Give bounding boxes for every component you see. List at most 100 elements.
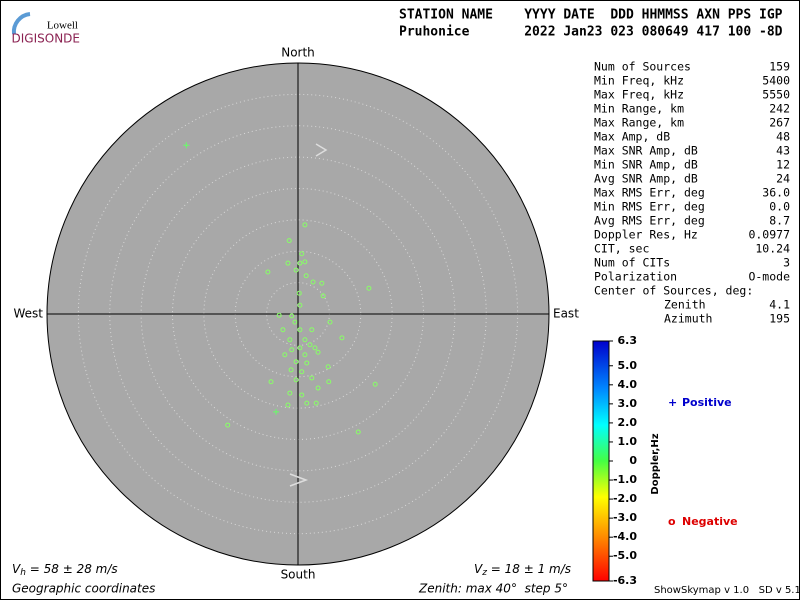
stat-label: Zenith [664,298,706,312]
stat-label: Num of CITs [594,256,670,270]
stat-label: Max SNR Amp, dB [594,144,698,158]
source-point [296,290,302,296]
legend-marker: + [668,396,677,409]
source-point [297,260,303,266]
source-point [285,260,291,266]
source-point [372,381,378,387]
stat-label: Min RMS Err, deg [594,200,705,214]
source-point [297,345,303,351]
stat-value: 0.0 [769,200,790,214]
stat-label: Avg RMS Err, deg [594,214,705,228]
logo-bottom: DIGISONDE [12,32,80,46]
colorbar-tick-label: 2.0 [618,416,638,429]
legend-entry: Positive [682,396,732,409]
source-point [287,390,293,396]
colorbar-tick-label: 3.0 [618,397,638,410]
stat-value: 36.0 [762,186,790,200]
stat-value: 5400 [762,74,790,88]
header-line: Pruhonice 2022 Jan23 023 080649 417 100 … [399,25,783,40]
stat-value: 4.1 [769,298,790,312]
stat-label: Max Freq, kHz [594,88,684,102]
source-point [280,327,286,333]
direction-label: East [553,307,579,321]
source-point [297,302,303,308]
source-point [312,345,318,351]
colorbar-title: Doppler,Hz [650,433,661,494]
stat-label: Azimuth [664,312,712,326]
stat-label: Center of Sources, deg: [594,284,753,298]
stat-value: 5550 [762,88,790,102]
source-point [304,360,310,366]
stat-value: 8.7 [769,214,790,228]
source-point [303,273,309,279]
zenith-label: Zenith: max 40° step 5° [418,582,568,596]
stat-label: Avg SNR Amp, dB [594,172,698,186]
source-point [310,279,316,285]
stat-label: CIT, sec [594,242,649,256]
coords-label: Geographic coordinates [12,582,155,596]
vz-label: Vz = 18 ± 1 m/s [474,562,571,578]
version-label: ShowSkymap v 1.0 SD v 5.1 [654,585,800,596]
source-point [315,385,321,391]
stat-value: 267 [769,116,790,130]
colorbar-tick-label: 4.0 [618,378,638,391]
colorbar-tick-label: 5.0 [618,359,638,372]
source-point [302,222,308,228]
source-point [289,313,295,319]
logo-top: Lowell [47,20,78,32]
source-point [309,327,315,333]
source-point [273,408,280,415]
source-point [319,280,325,286]
source-point [225,422,231,428]
stat-value: 12 [776,158,790,172]
source-point [299,251,305,257]
stat-value: 0.0977 [748,228,790,242]
stat-label: Min Range, km [594,102,684,116]
source-point [304,400,310,406]
colorbar-tick-label: -3.0 [613,511,637,524]
stat-label: Polarization [594,270,677,284]
colorbar-tick-label: 1.0 [618,435,638,448]
logo-swoosh [11,12,31,35]
colorbar-tick-label: -1.0 [613,473,637,486]
colorbar-tick-label: -5.0 [613,549,637,562]
stat-value: 195 [769,312,790,326]
direction-label: West [13,307,43,321]
source-point [265,269,271,275]
source-point [355,429,361,435]
stat-label: Max Range, km [594,116,684,130]
source-point [276,312,282,318]
vh-label: Vh = 58 ± 28 m/s [12,562,118,578]
source-point [326,379,332,385]
source-point [287,337,293,343]
stat-label: Num of Sources [594,60,691,74]
stat-label: Min SNR Amp, dB [594,158,698,172]
stat-value: 159 [769,60,790,74]
source-point [289,347,295,353]
colorbar-tick-label: 0 [629,454,637,467]
stat-label: Doppler Res, Hz [594,228,698,242]
colorbar-tick-label: -2.0 [613,492,637,505]
stat-value: 48 [776,130,790,144]
source-point [293,359,299,365]
source-point [285,402,291,408]
stat-value: O-mode [748,270,790,284]
source-point [183,142,190,149]
source-point [293,267,299,273]
source-point [315,349,321,355]
source-point [293,377,299,383]
stat-label: Max Amp, dB [594,130,670,144]
source-point [297,327,303,333]
stat-label: Min Freq, kHz [594,74,684,88]
source-point [320,293,326,299]
stat-value: 3 [783,256,790,270]
colorbar-tick-label: 6.3 [618,334,638,347]
legend-marker: o [668,515,676,528]
source-point [366,285,372,291]
source-point [339,335,345,341]
source-point [292,319,298,325]
direction-label: North [281,46,315,60]
arrow [289,143,328,487]
stat-value: 24 [776,172,790,186]
